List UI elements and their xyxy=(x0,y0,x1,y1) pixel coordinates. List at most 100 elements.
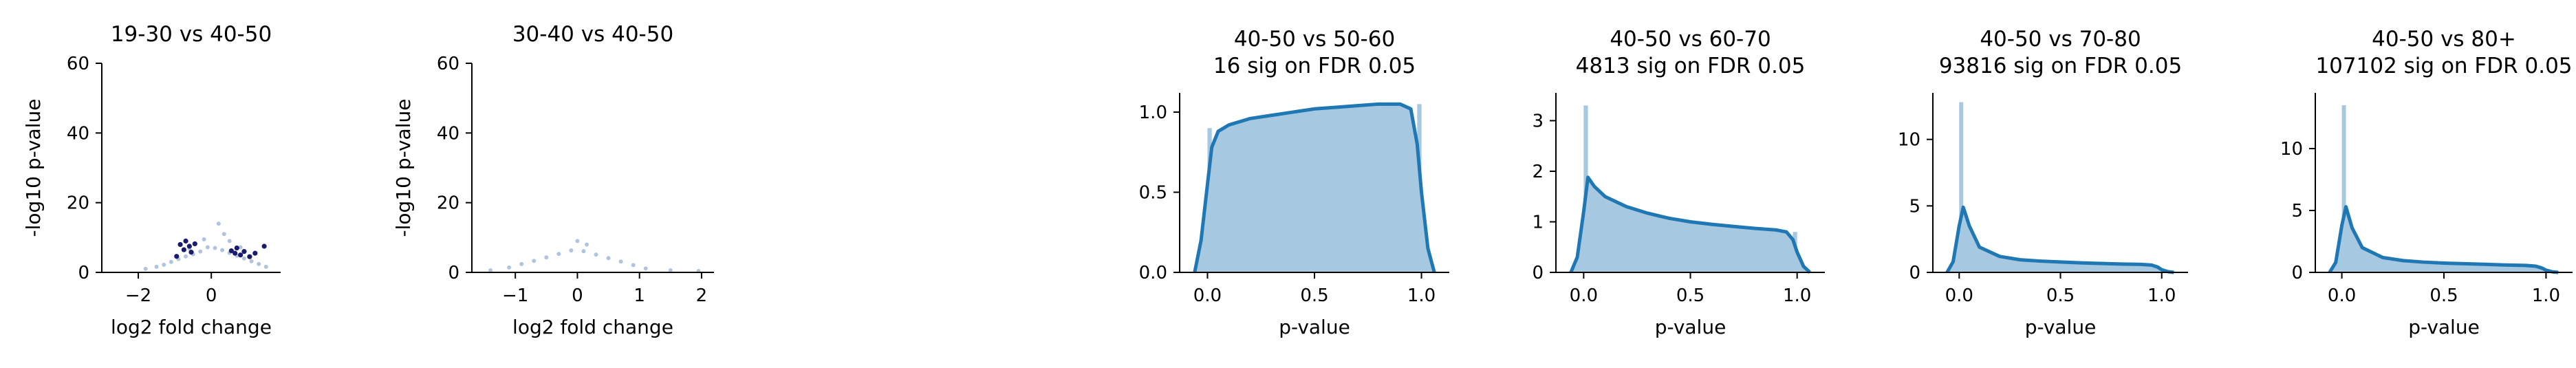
scatter-point-background xyxy=(221,232,226,237)
kde-area xyxy=(2329,206,2559,272)
kde-line xyxy=(2328,205,2559,274)
y-tick-label: 3 xyxy=(1532,111,1544,131)
scatter-point-significant xyxy=(252,250,258,256)
x-tick-label: 0.5 xyxy=(2046,285,2075,306)
kde-area xyxy=(1570,177,1810,272)
scatter-point-significant xyxy=(174,254,180,259)
histogram-bar xyxy=(1959,102,1964,272)
y-tick-label: 40 xyxy=(67,123,89,144)
x-tick-label: 0.0 xyxy=(1570,285,1598,306)
histogram-bar xyxy=(2341,105,2346,272)
x-axis-label: p-value xyxy=(2408,316,2480,338)
y-tick-label: 5 xyxy=(2291,201,2303,221)
x-tick-label: 0 xyxy=(206,285,217,306)
scatter-point-significant xyxy=(177,241,183,248)
scatter-point-background xyxy=(488,268,493,272)
scatter-point-background xyxy=(606,256,611,261)
scatter-point-background xyxy=(263,264,268,269)
chart-title: 40-50 vs 80+ xyxy=(2372,27,2516,52)
scatter-point-significant xyxy=(261,243,267,249)
chart-subtitle: 107102 sig on FDR 0.05 xyxy=(2315,54,2572,78)
scatter-point-background xyxy=(241,256,246,261)
scatter-point-background xyxy=(184,254,188,259)
scatter-point-background xyxy=(631,263,636,268)
scatter-point-background xyxy=(569,248,574,253)
scatter-point-background xyxy=(556,252,561,257)
y-tick-label: 0.5 xyxy=(1139,182,1167,203)
scatter-point-background xyxy=(169,259,173,264)
scatter-point-background xyxy=(143,266,148,271)
scatter-point-background xyxy=(198,249,203,254)
x-axis-label: log2 fold change xyxy=(512,316,673,338)
chart-subtitle: 93816 sig on FDR 0.05 xyxy=(1939,54,2182,78)
scatter-point-background xyxy=(643,266,648,271)
kde-line xyxy=(1945,205,2174,274)
y-tick-label: 0 xyxy=(448,263,459,283)
scatter-point-background xyxy=(668,268,673,272)
scatter-point-significant xyxy=(238,252,243,258)
scatter-point-background xyxy=(581,249,586,254)
chart-subtitle: 4813 sig on FDR 0.05 xyxy=(1576,54,1806,78)
chart-title: 19-30 vs 40-50 xyxy=(111,22,272,47)
scatter-point-background xyxy=(154,264,159,269)
scatter-point-background xyxy=(544,255,549,260)
y-tick-label: 0 xyxy=(2291,263,2303,283)
kde-line xyxy=(1193,102,1436,273)
x-tick-label: 0.5 xyxy=(1676,285,1704,306)
kde-line xyxy=(1569,175,1811,274)
chart-title: 40-50 vs 50-60 xyxy=(1234,27,1395,52)
scatter-point-significant xyxy=(183,238,188,243)
x-tick-label: 1.0 xyxy=(2147,285,2176,306)
scatter-point-background xyxy=(257,261,261,266)
x-tick-label: 0.0 xyxy=(1193,285,1222,306)
scatter-point-background xyxy=(575,239,580,243)
y-tick-label: 0 xyxy=(1909,263,1920,283)
x-tick-label: 0 xyxy=(572,285,583,306)
chart-title: 30-40 vs 40-50 xyxy=(512,22,673,47)
scatter-point-significant xyxy=(232,250,238,256)
chart-subtitle: 16 sig on FDR 0.05 xyxy=(1213,54,1416,78)
scatter-point-background xyxy=(584,242,589,247)
x-tick-label: 1.0 xyxy=(1407,285,1436,306)
y-tick-label: 0.0 xyxy=(1139,263,1167,283)
scatter-point-background xyxy=(213,246,217,250)
scatter-point-significant xyxy=(234,245,239,251)
x-axis-label: p-value xyxy=(1279,316,1350,338)
scatter-point-background xyxy=(205,245,210,250)
scatter-point-significant xyxy=(241,249,247,255)
x-tick-label: 1.0 xyxy=(1783,285,1811,306)
x-tick-label: 0.0 xyxy=(1945,285,1973,306)
y-tick-label: 40 xyxy=(437,123,459,144)
scatter-point-background xyxy=(220,248,225,252)
scatter-point-background xyxy=(238,245,243,250)
y-tick-label: 1.0 xyxy=(1139,102,1167,123)
scatter-point-significant xyxy=(192,241,197,247)
y-tick-label: 0 xyxy=(78,263,89,283)
y-tick-label: 60 xyxy=(67,54,89,74)
scatter-point-significant xyxy=(188,250,194,255)
scatter-point-background xyxy=(162,262,166,267)
scatter-point-background xyxy=(216,221,221,226)
chart-panel-1: −2 0 0 20 40 60 19-30 vs 40-50 log2 fold change… xyxy=(22,22,281,338)
y-tick-label: 10 xyxy=(1898,130,1920,151)
chart-panel-6: 0.0 0.5 1.0 0 5 10 40-50 vs 80+107102 sig on F… xyxy=(2280,27,2573,338)
scatter-point-background xyxy=(532,259,537,263)
y-tick-label: 20 xyxy=(67,193,89,214)
scatter-point-significant xyxy=(186,243,192,249)
x-tick-label: 1.0 xyxy=(2532,285,2560,306)
y-tick-label: 20 xyxy=(437,193,459,214)
x-tick-label: 0.5 xyxy=(1300,285,1328,306)
scatter-point-background xyxy=(227,239,232,243)
x-axis-label: log2 fold change xyxy=(111,316,272,338)
scatter-point-background xyxy=(594,252,598,257)
y-tick-label: 0 xyxy=(1532,263,1544,283)
scatter-point-significant xyxy=(228,248,234,254)
x-axis-label: p-value xyxy=(2025,316,2097,338)
chart-title: 40-50 vs 70-80 xyxy=(1980,27,2141,52)
x-tick-label: −2 xyxy=(125,285,151,306)
